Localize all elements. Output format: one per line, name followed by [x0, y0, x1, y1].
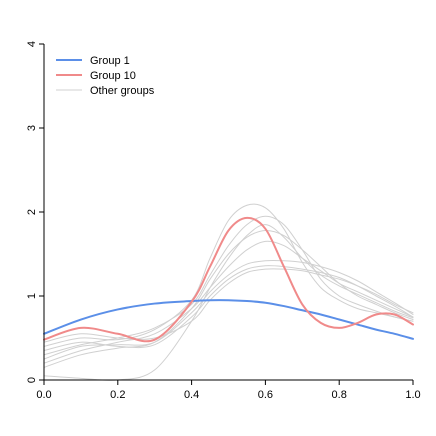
series-line-group-10	[43, 216, 414, 343]
series-line-group-1	[43, 299, 414, 340]
legend: Group 1 Group 10 Other groups	[56, 55, 155, 97]
legend-label-group-1: Group 1	[90, 55, 130, 67]
series-line-other-4	[43, 259, 414, 360]
series-line-other-2	[43, 215, 414, 356]
y-tick-label: 2	[26, 209, 38, 215]
y-tick-label: 3	[26, 125, 38, 131]
x-tick-label: 0.2	[110, 389, 125, 401]
legend-label-other-groups: Other groups	[90, 85, 155, 97]
series-line-other-8	[43, 224, 414, 381]
x-tick-label: 0.6	[258, 389, 273, 401]
y-tick-label: 1	[26, 293, 38, 299]
other-groups-lines	[43, 203, 414, 381]
highlighted-group-lines	[43, 216, 414, 343]
y-axis-ticks: 0 1 2 3 4	[26, 41, 44, 383]
x-tick-label: 0.4	[184, 389, 199, 401]
series-line-other-7	[43, 229, 414, 368]
x-axis-ticks: 0.0 0.2 0.4 0.6 0.8 1.0	[36, 380, 421, 401]
series-line-other-3	[43, 240, 414, 364]
x-tick-label: 0.0	[36, 389, 51, 401]
y-tick-label: 0	[26, 377, 38, 383]
series-line-other-1	[43, 203, 414, 347]
y-tick-label: 4	[26, 41, 38, 47]
series-line-other-6	[43, 268, 414, 343]
x-tick-label: 0.8	[332, 389, 347, 401]
x-tick-label: 1.0	[405, 389, 420, 401]
legend-label-group-10: Group 10	[90, 70, 136, 82]
